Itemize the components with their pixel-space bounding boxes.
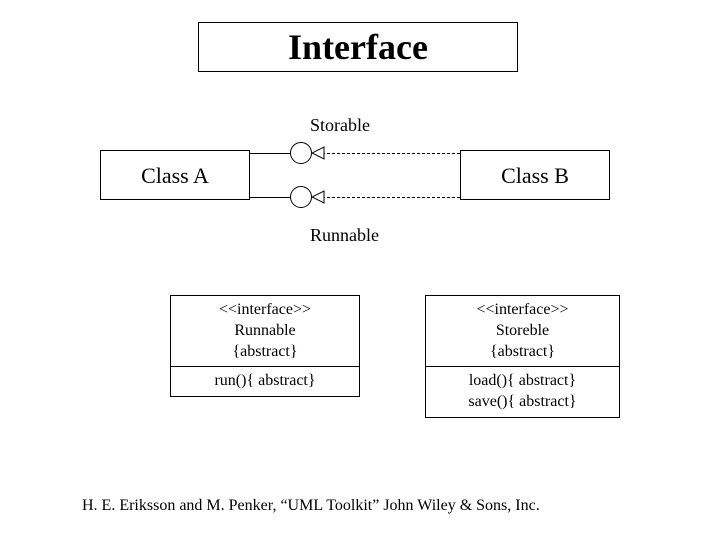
uml-runnable-op: run(){ abstract} [179,371,351,392]
uml-storable-op-save: save(){ abstract} [434,392,611,413]
class-a-box: Class A [100,150,250,200]
uml-runnable-constraint: {abstract} [179,342,351,363]
uml-runnable-box: <<interface>> Runnable {abstract} run(){… [170,295,360,397]
uml-storable-ops: load(){ abstract} save(){ abstract} [426,367,619,417]
arrowhead-runnable [312,190,326,204]
uml-storable-stereotype: <<interface>> [434,300,611,321]
label-runnable: Runnable [310,225,379,246]
page-title: Interface [198,22,518,72]
citation-text: H. E. Eriksson and M. Penker, “UML Toolk… [82,497,540,515]
class-b-box: Class B [460,150,610,200]
lollipop-circle-storable [290,142,312,164]
dependency-line-storable [322,153,460,154]
uml-runnable-header: <<interface>> Runnable {abstract} [171,296,359,367]
uml-storable-op-load: load(){ abstract} [434,371,611,392]
uml-storable-constraint: {abstract} [434,342,611,363]
uml-runnable-ops: run(){ abstract} [171,367,359,396]
arrowhead-storable [312,146,326,160]
lollipop-circle-runnable [290,186,312,208]
dependency-line-runnable [322,197,460,198]
label-storable: Storable [310,115,370,136]
uml-storable-name: Storeble [434,321,611,342]
uml-runnable-stereotype: <<interface>> [179,300,351,321]
uml-runnable-name: Runnable [179,321,351,342]
uml-storable-box: <<interface>> Storeble {abstract} load()… [425,295,620,418]
lollipop-stem-runnable [250,197,290,198]
lollipop-stem-storable [250,153,290,154]
uml-storable-header: <<interface>> Storeble {abstract} [426,296,619,367]
